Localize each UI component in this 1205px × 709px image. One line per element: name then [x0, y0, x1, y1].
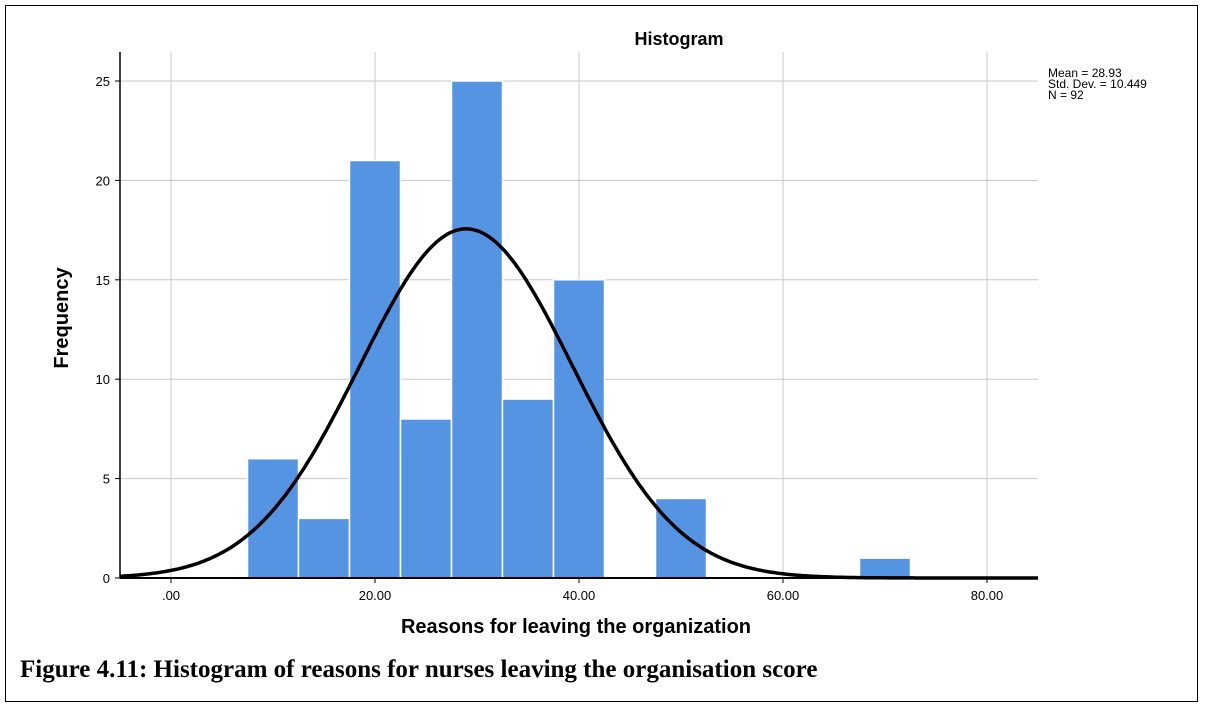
stat-line-1: Mean = 28.93 [1048, 66, 1122, 80]
x-tick-label-0: .00 [162, 588, 180, 603]
histogram-bar-1 [246, 457, 300, 579]
histogram-bar-9 [858, 557, 912, 579]
histogram-bar-7 [552, 279, 606, 579]
chart-title: Histogram [634, 29, 723, 49]
x-tick-label-60: 60.00 [767, 588, 800, 603]
ticks-layer: 0 5 10 15 20 25 .00 20.00 40.00 60.00 80.00 [96, 74, 1004, 603]
figure-caption: Figure 4.11: Histogram of reasons for nu… [20, 656, 818, 683]
stat-line-2: Std. Dev. = 10.449 [1048, 77, 1147, 91]
y-axis-title: Frequency [51, 267, 73, 369]
x-tick-label-80: 80.00 [971, 588, 1004, 603]
y-tick-label-20: 20 [96, 173, 110, 188]
histogram-bar-4 [399, 418, 453, 579]
y-tick-label-15: 15 [96, 273, 110, 288]
stat-line-3: N = 92 [1048, 88, 1084, 102]
histogram-bar-5 [450, 80, 504, 579]
x-tick-label-40: 40.00 [563, 588, 596, 603]
y-tick-label-0: 0 [103, 571, 110, 586]
x-tick-label-20: 20.00 [359, 588, 392, 603]
histogram-bar-6 [501, 398, 555, 579]
y-tick-label-10: 10 [96, 372, 110, 387]
histogram-bar-8 [654, 497, 708, 579]
figure-frame: 0 5 10 15 20 25 .00 20.00 40.00 60.00 80.00 Histog… [5, 5, 1198, 702]
x-axis-title: Reasons for leaving the organization [401, 616, 751, 638]
histogram-chart: 0 5 10 15 20 25 .00 20.00 40.00 60.00 80.00 Histog… [51, 29, 1147, 638]
y-tick-label-25: 25 [96, 74, 110, 89]
histogram-bar-2 [297, 517, 351, 579]
y-tick-label-5: 5 [103, 472, 110, 487]
